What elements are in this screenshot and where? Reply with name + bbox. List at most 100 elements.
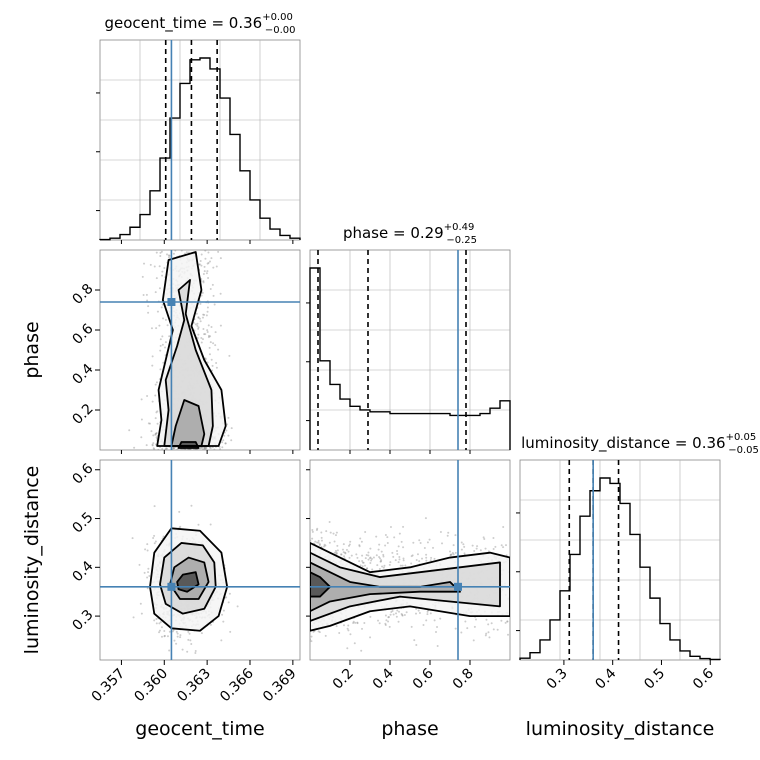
sample-point (328, 541, 331, 544)
sample-point (190, 504, 193, 507)
y-tick-label: 0.6 (70, 460, 97, 487)
sample-point (321, 689, 323, 691)
sample-point (154, 383, 157, 386)
sample-point (153, 265, 156, 268)
sample-point (159, 621, 162, 624)
sample-point (424, 517, 427, 520)
sample-point (441, 542, 444, 545)
sample-point (479, 549, 482, 552)
sample-point (198, 263, 201, 266)
density-fill-level-2 (171, 400, 205, 446)
sample-point (140, 418, 143, 421)
x-tick-label: 0.2 (330, 666, 357, 693)
sample-point (415, 607, 418, 610)
sample-point (145, 293, 148, 296)
sample-point (446, 534, 449, 537)
sample-point (166, 324, 169, 327)
sample-point (404, 564, 407, 567)
sample-point (199, 259, 202, 262)
sample-point (176, 448, 179, 450)
sample-point (415, 612, 418, 615)
sample-point (382, 566, 385, 569)
sample-point (149, 263, 152, 266)
sample-point (347, 550, 350, 553)
title-geocent_time: geocent_time = 0.36+0.00 −0.00 (105, 12, 296, 36)
y-tick-label: 0.2 (70, 401, 97, 428)
sample-point (310, 635, 313, 638)
sample-point (159, 338, 162, 341)
sample-point (151, 355, 154, 358)
sample-point (506, 620, 509, 623)
sample-point (209, 335, 212, 338)
sample-point (203, 313, 206, 316)
sample-point (150, 430, 153, 433)
sample-point (349, 540, 352, 543)
sample-point (207, 334, 210, 337)
sample-point (140, 398, 143, 401)
sample-point (332, 532, 335, 535)
sample-point (485, 632, 488, 635)
y-tick-label: 0.3 (70, 607, 97, 634)
histogram-phase (309, 267, 511, 450)
sample-point (402, 559, 405, 562)
sample-point (215, 366, 218, 369)
sample-point (490, 622, 493, 625)
sample-point (167, 256, 170, 259)
sample-point (377, 548, 380, 551)
panel-frame (99, 39, 301, 241)
sample-point (224, 442, 227, 445)
sample-point (181, 648, 184, 651)
sample-point (384, 544, 387, 547)
x-tick-label: 0.366 (217, 665, 257, 705)
sample-point (189, 639, 192, 642)
sample-point (154, 291, 157, 294)
x-axis-label-luminosity-distance: luminosity_distance (526, 718, 715, 740)
sample-point (202, 328, 205, 331)
sample-point (162, 361, 165, 364)
sample-point (454, 627, 457, 630)
sample-point (204, 358, 207, 361)
sample-point (204, 447, 207, 450)
x-tick-label: 0.357 (89, 666, 129, 706)
sample-point (223, 434, 226, 437)
sample-point (369, 547, 372, 550)
sample-point (488, 636, 491, 639)
sample-point (392, 555, 395, 558)
sample-point (439, 617, 442, 620)
sample-point (153, 542, 156, 545)
sample-point (473, 550, 476, 553)
sample-point (361, 554, 364, 557)
sample-point (402, 546, 405, 549)
sample-point (194, 448, 197, 450)
sample-point (215, 265, 218, 268)
sample-point (197, 523, 200, 526)
sample-point (212, 342, 215, 345)
sample-point (200, 341, 203, 344)
sample-point (393, 536, 396, 539)
sample-point (206, 361, 209, 364)
sample-point (334, 549, 337, 552)
sample-point (206, 306, 209, 309)
sample-point (209, 623, 212, 626)
sample-point (160, 635, 163, 638)
sample-point (219, 292, 222, 295)
sample-point (203, 270, 206, 273)
sample-point (410, 562, 413, 565)
sample-point (164, 341, 167, 344)
sample-point (361, 561, 364, 564)
sample-point (174, 250, 177, 252)
sample-point (423, 547, 426, 550)
sample-point (206, 330, 209, 333)
sample-point (433, 619, 436, 622)
sample-point (148, 422, 151, 425)
sample-point (155, 327, 158, 330)
sample-point (208, 353, 211, 356)
sample-point (358, 560, 361, 563)
sample-point (348, 543, 351, 546)
sample-point (502, 546, 505, 549)
sample-point (500, 619, 503, 622)
sample-point (384, 622, 387, 625)
sample-point (197, 333, 200, 336)
sample-point (418, 539, 421, 542)
